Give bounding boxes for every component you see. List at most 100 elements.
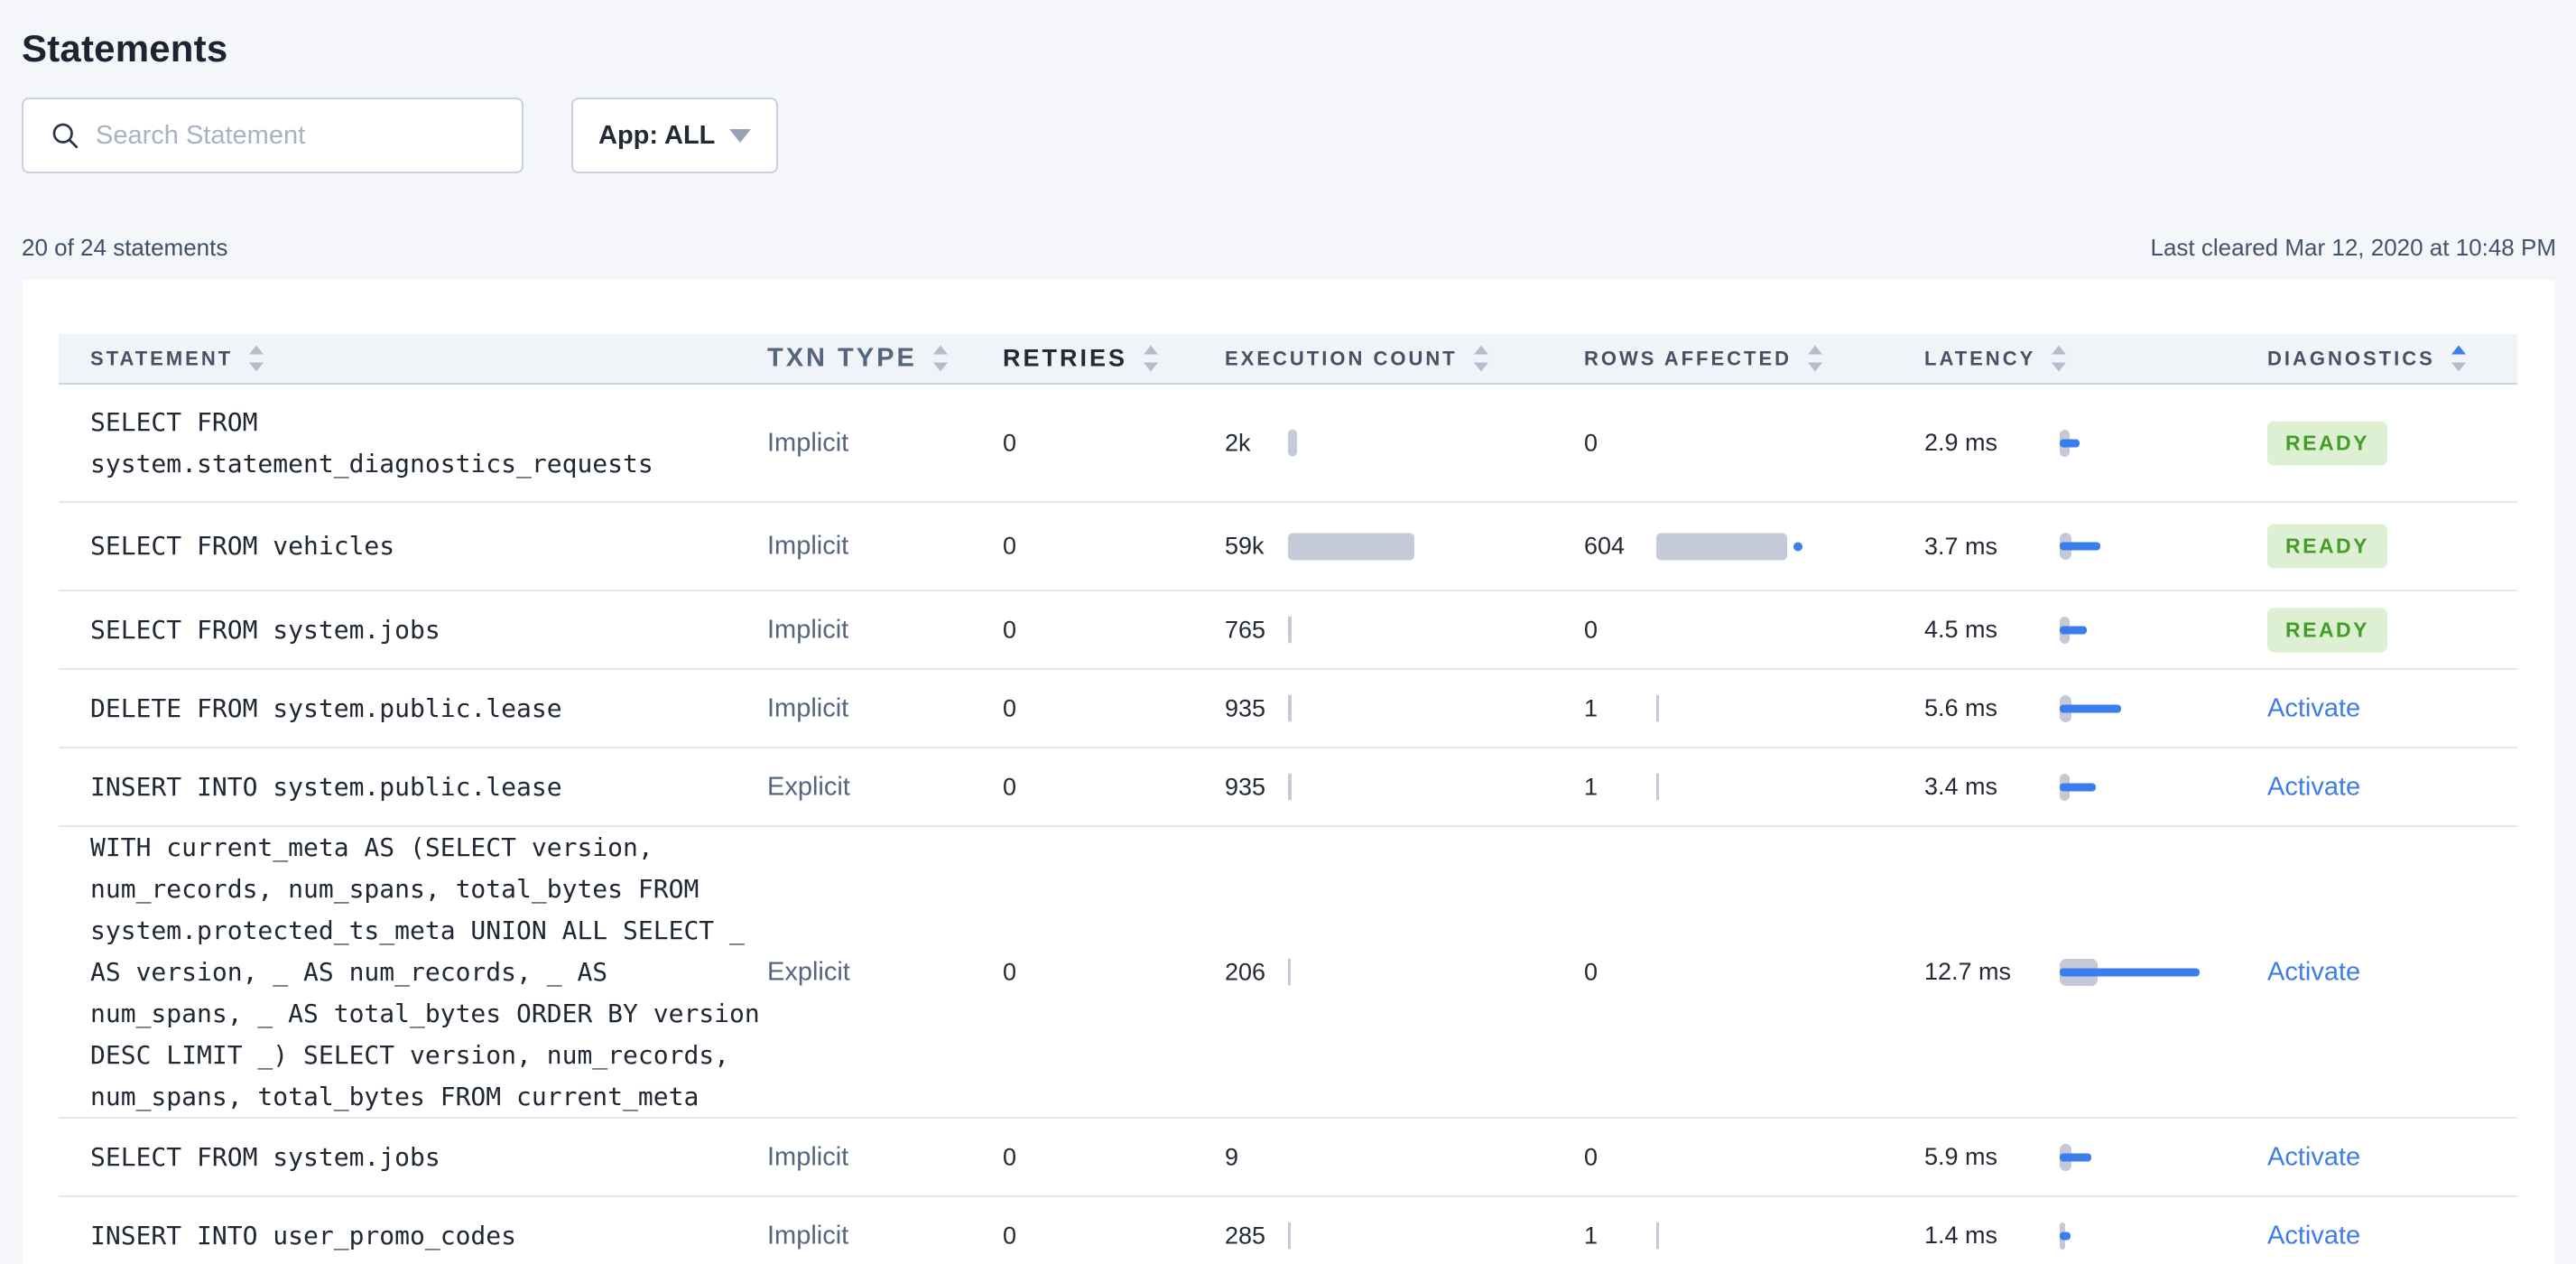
txn-type-cell: Implicit bbox=[767, 693, 849, 722]
diagnostics-ready-badge[interactable]: READY bbox=[2267, 524, 2388, 569]
statement-link[interactable]: SELECT FROM system.jobs bbox=[90, 614, 440, 645]
statement-link[interactable]: WITH current_meta AS (SELECT version, nu… bbox=[90, 832, 760, 1111]
latency-mean-bar bbox=[2060, 1153, 2091, 1161]
retries-cell: 0 bbox=[1003, 532, 1017, 560]
execution-count-cell: 59k bbox=[1225, 533, 1414, 561]
table-row: DELETE FROM system.public.lease Implicit… bbox=[59, 670, 2517, 748]
execution-count-cell: 935 bbox=[1225, 694, 1292, 722]
execution-count-bar bbox=[1288, 1222, 1291, 1250]
table-row: SELECT FROM system.jobs Implicit 0 9 0 5… bbox=[59, 1119, 2517, 1197]
retries-cell: 0 bbox=[1003, 773, 1017, 800]
table-header: STATEMENT TXN TYPE RETRIES EXECUTION COU… bbox=[59, 334, 2517, 385]
column-header-rows-affected[interactable]: ROWS AFFECTED bbox=[1584, 345, 1823, 372]
txn-type-cell: Explicit bbox=[767, 957, 850, 986]
execution-count-cell: 206 bbox=[1225, 958, 1291, 986]
diagnostics-ready-badge[interactable]: READY bbox=[2267, 421, 2388, 465]
execution-count-cell: 2k bbox=[1225, 429, 1297, 457]
column-header-txn-type[interactable]: TXN TYPE bbox=[767, 344, 948, 374]
table-row: INSERT INTO user_promo_codes Implicit 0 … bbox=[59, 1197, 2517, 1264]
retries-cell: 0 bbox=[1003, 694, 1017, 721]
search-input[interactable] bbox=[94, 119, 504, 152]
statements-table: STATEMENT TXN TYPE RETRIES EXECUTION COU… bbox=[59, 334, 2517, 1264]
statement-link[interactable]: SELECT FROM system.statement_diagnostics… bbox=[90, 406, 653, 479]
execution-count-bar bbox=[1288, 773, 1292, 801]
execution-count-bar bbox=[1288, 616, 1292, 644]
sort-icon bbox=[2052, 345, 2067, 372]
txn-type-cell: Implicit bbox=[767, 428, 849, 457]
latency-mean-bar bbox=[2060, 783, 2096, 791]
activate-diagnostics-link[interactable]: Activate bbox=[2267, 1221, 2361, 1250]
execution-count-bar bbox=[1288, 694, 1292, 722]
last-cleared-text: Last cleared Mar 12, 2020 at 10:48 PM bbox=[2150, 233, 2557, 261]
execution-count-bar bbox=[1288, 958, 1291, 986]
rows-affected-cell: 1 bbox=[1584, 1222, 1659, 1250]
diagnostics-ready-badge[interactable]: READY bbox=[2267, 608, 2388, 652]
column-header-diagnostics[interactable]: DIAGNOSTICS bbox=[2267, 345, 2466, 372]
rows-affected-bar bbox=[1656, 533, 1787, 560]
table-row: INSERT INTO system.public.lease Explicit… bbox=[59, 748, 2517, 827]
statement-link[interactable]: SELECT FROM vehicles bbox=[90, 531, 395, 561]
latency-cell: 2.9 ms bbox=[1924, 427, 2258, 460]
app-filter-label: App: ALL bbox=[598, 120, 716, 150]
activate-diagnostics-link[interactable]: Activate bbox=[2267, 957, 2361, 986]
latency-bar bbox=[2060, 1141, 2258, 1174]
latency-bar bbox=[2060, 771, 2258, 804]
page-title: Statements bbox=[22, 27, 228, 70]
rows-affected-cell: 0 bbox=[1584, 958, 1598, 985]
latency-bar bbox=[2060, 530, 2258, 562]
latency-cell: 12.7 ms bbox=[1924, 956, 2258, 989]
activate-diagnostics-link[interactable]: Activate bbox=[2267, 772, 2361, 801]
retries-cell: 0 bbox=[1003, 429, 1017, 456]
txn-type-cell: Explicit bbox=[767, 772, 850, 801]
activate-diagnostics-link[interactable]: Activate bbox=[2267, 693, 2361, 722]
execution-count-bar bbox=[1288, 533, 1414, 560]
search-box[interactable] bbox=[22, 98, 524, 173]
table-panel: STATEMENT TXN TYPE RETRIES EXECUTION COU… bbox=[23, 280, 2554, 1264]
latency-bar bbox=[2060, 956, 2258, 989]
latency-mean-bar bbox=[2060, 439, 2080, 447]
statement-link[interactable]: INSERT INTO system.public.lease bbox=[90, 771, 562, 802]
column-header-latency[interactable]: LATENCY bbox=[1924, 345, 2067, 372]
statement-link[interactable]: DELETE FROM system.public.lease bbox=[90, 692, 562, 723]
latency-cell: 5.6 ms bbox=[1924, 692, 2258, 725]
column-header-statement[interactable]: STATEMENT bbox=[90, 345, 763, 372]
sort-icon-active bbox=[2451, 345, 2466, 372]
execution-count-cell: 765 bbox=[1225, 616, 1292, 644]
latency-bar bbox=[2060, 1220, 2258, 1252]
sort-icon bbox=[932, 345, 948, 372]
txn-type-cell: Implicit bbox=[767, 531, 849, 561]
app-filter-dropdown[interactable]: App: ALL bbox=[571, 98, 779, 173]
column-header-retries[interactable]: RETRIES bbox=[1003, 345, 1159, 373]
latency-mean-bar bbox=[2060, 542, 2100, 551]
rows-affected-cell: 1 bbox=[1584, 773, 1659, 801]
statement-link[interactable]: SELECT FROM system.jobs bbox=[90, 1141, 440, 1172]
latency-cell: 3.4 ms bbox=[1924, 771, 2258, 804]
rows-affected-bar bbox=[1656, 1222, 1659, 1250]
statement-link[interactable]: INSERT INTO user_promo_codes bbox=[90, 1220, 517, 1250]
latency-mean-bar bbox=[2060, 704, 2121, 712]
latency-mean-bar bbox=[2060, 968, 2200, 976]
retries-cell: 0 bbox=[1003, 1143, 1017, 1170]
table-row: SELECT FROM vehicles Implicit 0 59k 604 … bbox=[59, 503, 2517, 591]
column-header-execution-count[interactable]: EXECUTION COUNT bbox=[1225, 345, 1488, 372]
activate-diagnostics-link[interactable]: Activate bbox=[2267, 1142, 2361, 1171]
execution-count-cell: 935 bbox=[1225, 773, 1292, 801]
latency-cell: 4.5 ms bbox=[1924, 614, 2258, 646]
txn-type-cell: Implicit bbox=[767, 615, 849, 644]
latency-cell: 5.9 ms bbox=[1924, 1141, 2258, 1174]
execution-count-cell: 9 bbox=[1225, 1143, 1239, 1170]
retries-cell: 0 bbox=[1003, 616, 1017, 643]
latency-bar bbox=[2060, 614, 2258, 646]
execution-count-cell: 285 bbox=[1225, 1222, 1291, 1250]
table-row: SELECT FROM system.jobs Implicit 0 765 0… bbox=[59, 591, 2517, 670]
sort-icon bbox=[1144, 345, 1159, 372]
statements-count: 20 of 24 statements bbox=[22, 233, 228, 261]
rows-affected-cell: 0 bbox=[1584, 1143, 1598, 1170]
table-row: SELECT FROM system.statement_diagnostics… bbox=[59, 385, 2517, 503]
latency-mean-bar bbox=[2060, 626, 2087, 634]
execution-count-bar bbox=[1288, 429, 1297, 457]
sort-icon bbox=[249, 345, 264, 372]
rows-affected-cell: 1 bbox=[1584, 694, 1659, 722]
latency-cell: 1.4 ms bbox=[1924, 1220, 2258, 1252]
